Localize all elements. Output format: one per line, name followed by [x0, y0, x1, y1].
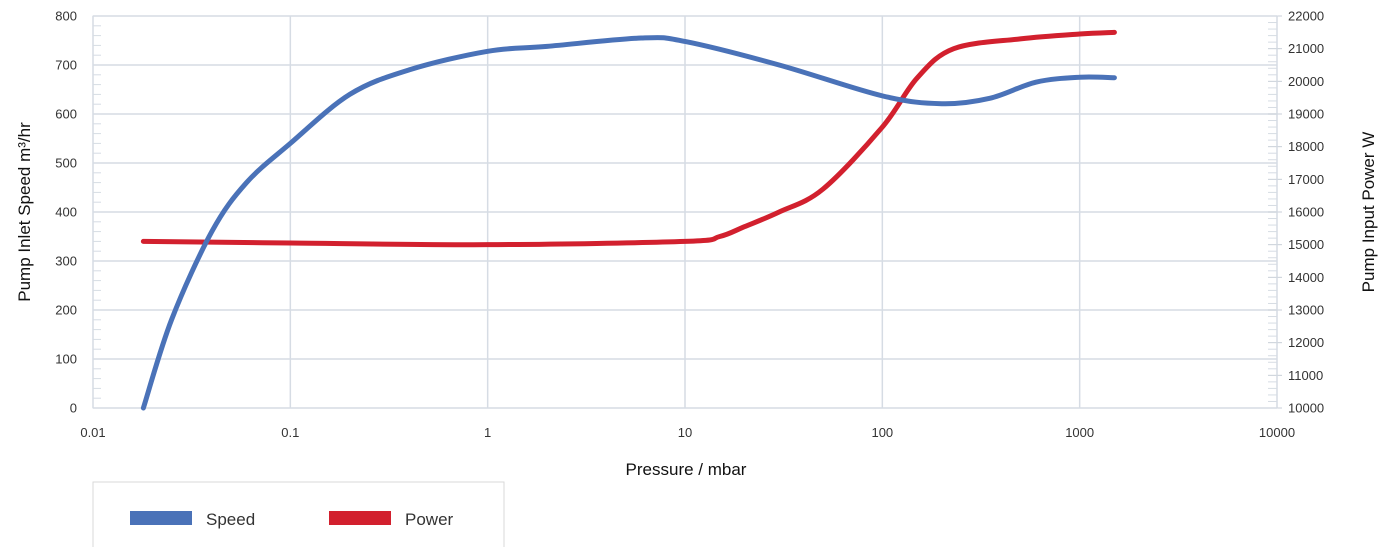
left-y-tick-label: 400 [55, 205, 77, 220]
left-y-tick-label: 500 [55, 156, 77, 171]
right-y-tick-label: 20000 [1288, 74, 1324, 89]
x-tick-label: 10 [678, 425, 692, 440]
x-tick-label: 1000 [1065, 425, 1094, 440]
left-y-tick-label: 700 [55, 58, 77, 73]
grid-lines [92, 15, 1282, 409]
legend-label-speed: Speed [206, 510, 255, 529]
right-y-tick-label: 14000 [1288, 270, 1324, 285]
series-lines [140, 29, 1117, 411]
legend-swatch-speed [130, 511, 192, 525]
left-y-tick-label: 300 [55, 254, 77, 269]
right-y-tick-label: 16000 [1288, 205, 1324, 220]
right-y-tick-label: 15000 [1288, 237, 1324, 252]
left-y-tick-label: 0 [70, 401, 77, 416]
x-axis-title: Pressure / mbar [626, 460, 747, 479]
right-y-tick-label: 11000 [1288, 368, 1323, 383]
series-line-speed [140, 35, 1117, 411]
x-tick-label: 10000 [1259, 425, 1295, 440]
x-tick-label: 0.01 [80, 425, 105, 440]
legend: Speed Power [92, 481, 505, 547]
right-y-axis-ticks: 10000 11000 12000 13000 14000 15000 16000 17000… [1288, 9, 1324, 416]
left-y-axis-ticks: 0 100 200 300 400 500 600 700 800 [55, 9, 77, 416]
right-y-tick-label: 12000 [1288, 335, 1324, 350]
left-y-tick-label: 100 [55, 352, 77, 367]
x-tick-label: 0.1 [281, 425, 299, 440]
legend-swatch-power [329, 511, 391, 525]
right-y-tick-label: 10000 [1288, 401, 1324, 416]
x-tick-label: 100 [871, 425, 893, 440]
x-tick-label: 1 [484, 425, 491, 440]
right-y-tick-label: 21000 [1288, 41, 1324, 56]
left-y-tick-label: 600 [55, 107, 77, 122]
left-y-tick-label: 800 [55, 9, 77, 24]
right-y-tick-label: 22000 [1288, 9, 1324, 24]
left-y-axis-title: Pump Inlet Speed m³/hr [15, 122, 34, 302]
series-line-power [140, 29, 1117, 248]
right-y-tick-label: 17000 [1288, 172, 1324, 187]
x-axis-ticks: 0.01 0.1 1 10 100 1000 10000 [80, 425, 1295, 440]
right-y-tick-label: 19000 [1288, 107, 1324, 122]
right-y-tick-label: 13000 [1288, 303, 1324, 318]
legend-label-power: Power [405, 510, 454, 529]
right-y-axis-title: Pump Input Power W [1359, 132, 1378, 293]
plot-area [92, 15, 1278, 409]
left-y-tick-label: 200 [55, 303, 77, 318]
plot-border [92, 15, 1278, 409]
right-y-tick-label: 18000 [1288, 139, 1324, 154]
